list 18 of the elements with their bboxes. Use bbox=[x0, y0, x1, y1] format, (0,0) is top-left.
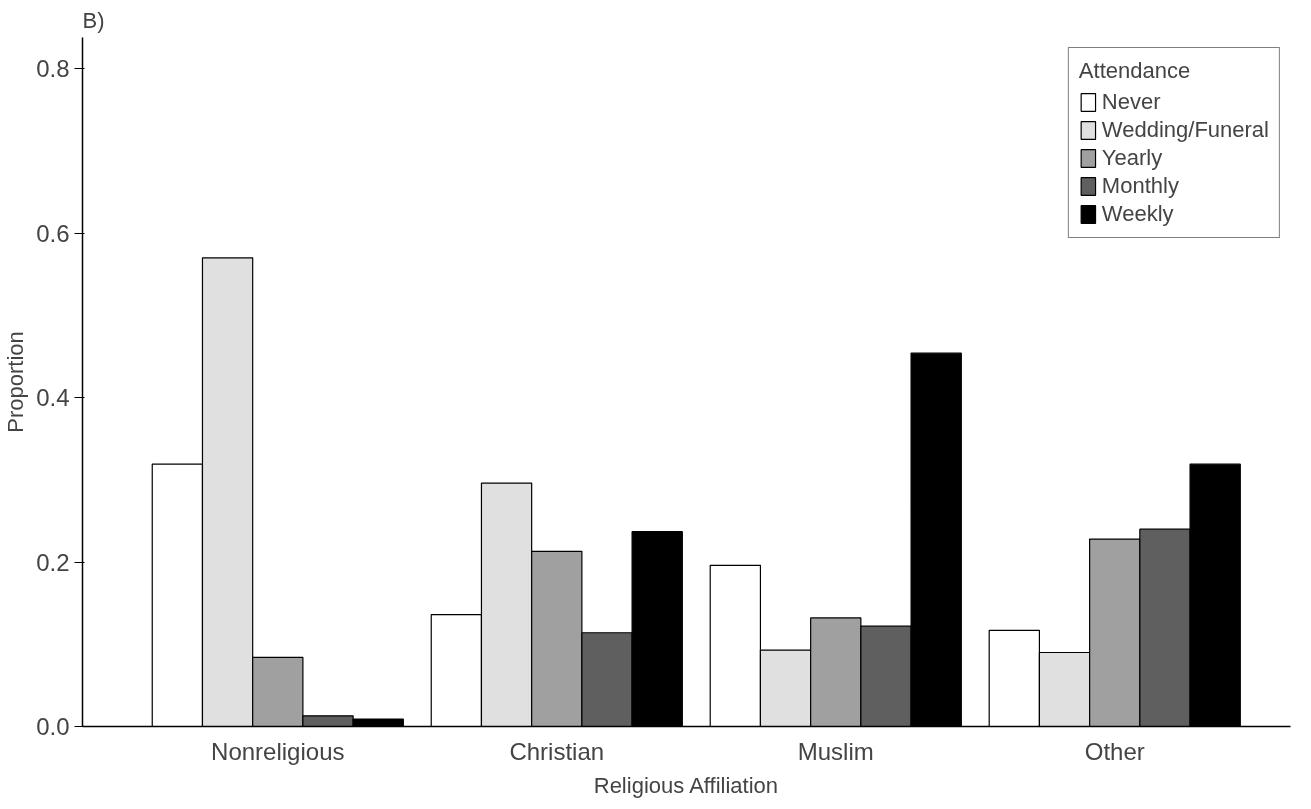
legend-label: Weekly bbox=[1101, 201, 1174, 227]
x-tick-label: Christian bbox=[509, 737, 605, 765]
x-tick-label: Nonreligious bbox=[211, 737, 345, 765]
legend-label: Yearly bbox=[1101, 145, 1163, 171]
y-tick-label: 0.2 bbox=[36, 548, 70, 576]
y-tick-label: 0.6 bbox=[36, 219, 70, 247]
x-tick-label: Muslim bbox=[797, 737, 874, 765]
x-axis-title: Religious Affiliation bbox=[593, 772, 779, 798]
y-tick-label: 0.4 bbox=[36, 384, 70, 412]
legend-title: Attendance bbox=[1078, 58, 1192, 84]
legend-label: Never bbox=[1101, 89, 1161, 115]
legend-label: Monthly bbox=[1101, 173, 1179, 199]
x-tick-label: Other bbox=[1084, 737, 1145, 765]
y-tick-label: 0.8 bbox=[36, 55, 70, 83]
legend-label: Wedding/Funeral bbox=[1101, 117, 1269, 143]
chart-title: B) bbox=[82, 7, 105, 33]
y-tick-label: 0.0 bbox=[36, 713, 70, 740]
y-axis-title: Proportion bbox=[3, 331, 29, 433]
